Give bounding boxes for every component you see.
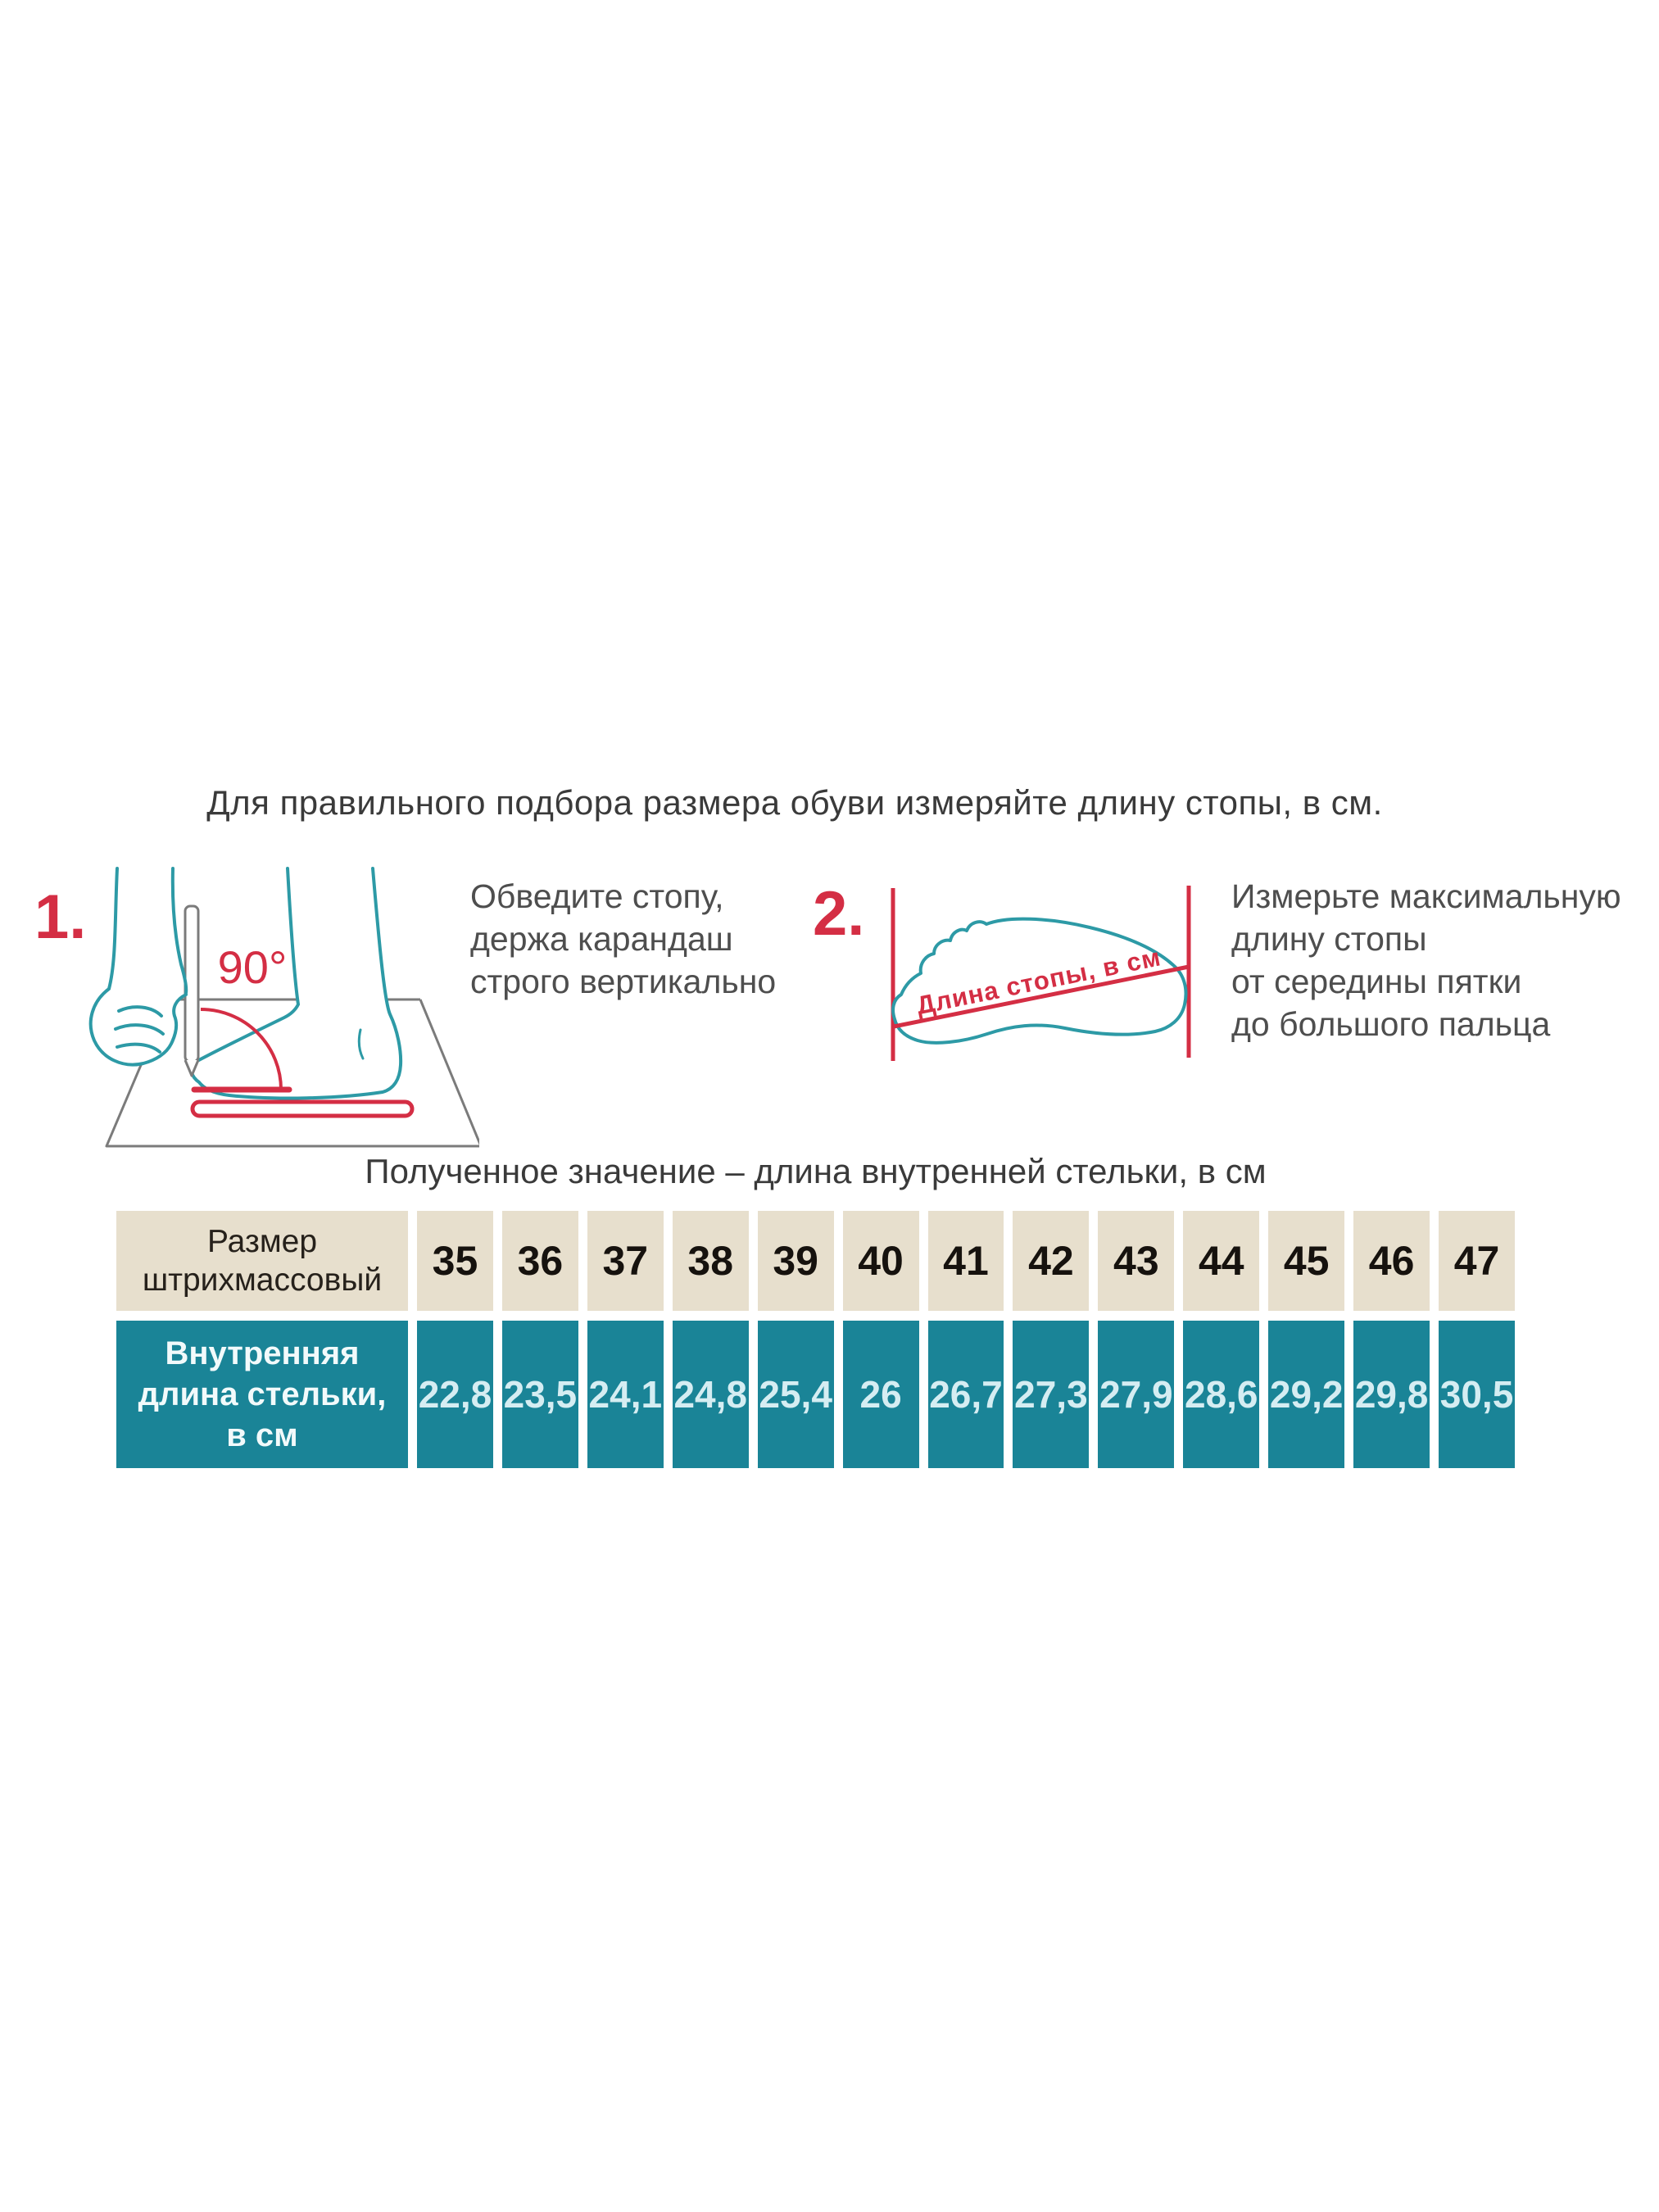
insole-length-cell: 22,8 [417, 1321, 493, 1468]
step-1-caption-line: держа карандаш [470, 920, 733, 958]
size-cell: 38 [672, 1211, 749, 1311]
size-cell: 42 [1013, 1211, 1090, 1311]
insole-length-cell: 24,1 [587, 1321, 664, 1468]
insole-length-cell: 25,4 [757, 1321, 834, 1468]
insole-row-header: Внутренняя длина стельки, в см [116, 1321, 408, 1468]
paper-outline [105, 999, 479, 1148]
step-2-caption: Измерьте максимальную длину стопы от сер… [1231, 875, 1621, 1045]
angle-label: 90° [218, 941, 288, 993]
size-cell: 47 [1439, 1211, 1515, 1311]
foot-trace-line [190, 1099, 415, 1118]
insole-length-cell: 30,5 [1439, 1321, 1515, 1468]
insole-length-cell: 24,8 [672, 1321, 749, 1468]
step-2-caption-line: длину стопы [1231, 920, 1427, 958]
size-cell: 37 [587, 1211, 664, 1311]
insole-row-header-line: длина стельки, [138, 1376, 387, 1412]
table-caption: Полученное значение – длина внутренней с… [365, 1152, 1267, 1190]
insole-row-header-line: Внутренняя [165, 1335, 360, 1371]
size-row-header: Размер штрихмассовый [116, 1211, 408, 1311]
size-row-header-line: штрихмассовый [142, 1262, 383, 1298]
page-title: Для правильного подбора размера обуви из… [206, 783, 1383, 822]
step-1-caption-line: строго вертикально [470, 963, 777, 1000]
insole-length-cell: 29,8 [1353, 1321, 1430, 1468]
insole-length-cell: 26,7 [927, 1321, 1004, 1468]
size-table: Размер штрихмассовый 35 36 37 38 39 40 4… [116, 1211, 1515, 1468]
step-1-caption: Обведите стопу, держа карандаш строго ве… [470, 875, 776, 1003]
step-1-number: 1. [34, 882, 87, 952]
size-cell: 40 [842, 1211, 919, 1311]
step-1-caption-line: Обведите стопу, [470, 877, 724, 915]
foot-length-illustration: Длина стопы, в см [891, 886, 1191, 1061]
insole-row-header-line: в см [226, 1417, 298, 1453]
step-2-caption-line: до большого пальца [1231, 1005, 1551, 1043]
size-cell: 45 [1268, 1211, 1345, 1311]
insole-length-cell: 29,2 [1268, 1321, 1345, 1468]
insole-length-cell: 26 [842, 1321, 919, 1468]
size-cell: 46 [1353, 1211, 1430, 1311]
step-2-number: 2. [813, 879, 865, 949]
foot-length-line [893, 964, 1190, 1029]
insole-length-cell: 27,9 [1098, 1321, 1175, 1468]
size-row-header-line: Размер [206, 1224, 318, 1259]
step-2-caption-line: Измерьте максимальную [1231, 877, 1621, 915]
angle-arc [200, 1008, 283, 1090]
size-cell: 44 [1183, 1211, 1260, 1311]
step-2-caption-line: от середины пятки [1231, 963, 1522, 1000]
insole-length-cell: 27,3 [1013, 1321, 1090, 1468]
ankle-detail-line [357, 1028, 365, 1060]
insole-length-cell: 23,5 [501, 1321, 578, 1468]
size-cell: 35 [417, 1211, 493, 1311]
size-cell: 41 [927, 1211, 1004, 1311]
size-cell: 36 [501, 1211, 578, 1311]
size-cell: 43 [1098, 1211, 1175, 1311]
hand-outline [88, 867, 188, 1067]
size-cell: 39 [757, 1211, 834, 1311]
foot-tracing-illustration: 90° [88, 867, 479, 1148]
insole-length-cell: 28,6 [1183, 1321, 1260, 1468]
